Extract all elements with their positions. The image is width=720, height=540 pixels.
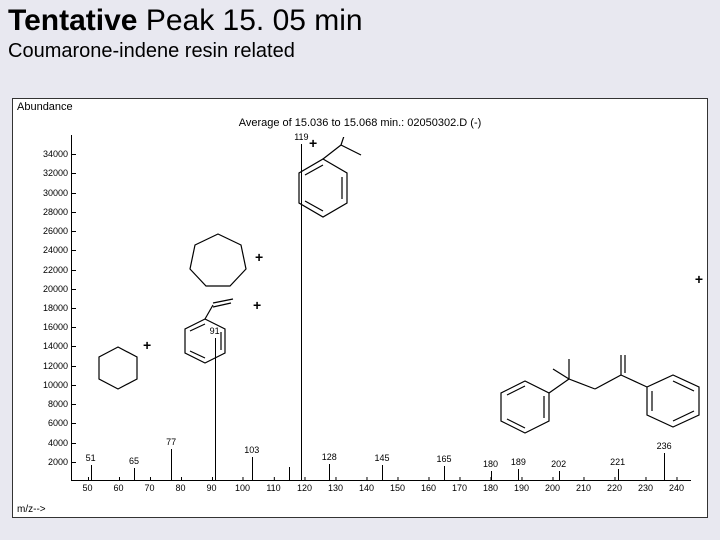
y-tick: 12000 bbox=[43, 361, 72, 371]
x-tick: 180 bbox=[483, 480, 498, 493]
spectrum-bar bbox=[559, 471, 560, 480]
styrene-structure bbox=[183, 297, 255, 385]
plus-mark: + bbox=[255, 249, 263, 265]
x-tick: 240 bbox=[669, 480, 684, 493]
spectrum-bar bbox=[444, 466, 445, 480]
y-tick: 4000 bbox=[48, 438, 72, 448]
x-tick: 220 bbox=[607, 480, 622, 493]
y-tick: 34000 bbox=[43, 149, 72, 159]
chart-title: Average of 15.036 to 15.068 min.: 020503… bbox=[239, 117, 482, 129]
x-tick: 110 bbox=[266, 480, 280, 493]
x-tick: 70 bbox=[144, 480, 154, 493]
spectrum-bar bbox=[491, 471, 492, 480]
plus-mark: + bbox=[695, 271, 703, 287]
spectrum-bar bbox=[329, 464, 330, 480]
y-tick: 8000 bbox=[48, 399, 72, 409]
y-tick: 24000 bbox=[43, 245, 72, 255]
spectrum-bar bbox=[134, 468, 135, 480]
spectrum-bar bbox=[91, 465, 92, 480]
spectrum-bar bbox=[252, 457, 253, 480]
mass-spectrum-chart: Abundance Average of 15.036 to 15.068 mi… bbox=[12, 98, 708, 518]
x-tick: 160 bbox=[421, 480, 436, 493]
y-tick: 14000 bbox=[43, 341, 72, 351]
x-tick: 80 bbox=[175, 480, 185, 493]
peak-label: 145 bbox=[374, 453, 389, 463]
x-tick: 90 bbox=[206, 480, 216, 493]
y-tick: 28000 bbox=[43, 207, 72, 217]
isopropylbenzene-structure bbox=[289, 137, 373, 247]
title-rest: Peak 15. 05 min bbox=[137, 4, 362, 37]
spectrum-bar bbox=[382, 465, 383, 480]
y-tick: 18000 bbox=[43, 303, 72, 313]
x-tick: 190 bbox=[514, 480, 529, 493]
page-title: Tentative Peak 15. 05 min bbox=[8, 4, 712, 38]
diphenyl-structure bbox=[495, 321, 709, 471]
x-tick: 170 bbox=[452, 480, 467, 493]
peak-label: 165 bbox=[436, 454, 451, 464]
spectrum-bar bbox=[289, 467, 290, 480]
y-tick: 10000 bbox=[43, 380, 72, 390]
spectrum-bar bbox=[618, 469, 619, 480]
plus-mark: + bbox=[143, 337, 151, 353]
y-tick: 22000 bbox=[43, 265, 72, 275]
y-axis-label: Abundance bbox=[17, 101, 73, 113]
x-tick: 210 bbox=[576, 480, 591, 493]
y-tick: 20000 bbox=[43, 284, 72, 294]
x-tick: 120 bbox=[297, 480, 312, 493]
x-tick: 140 bbox=[359, 480, 374, 493]
cyclohexane-structure bbox=[93, 343, 143, 393]
peak-label: 103 bbox=[244, 445, 259, 455]
x-axis-label: m/z--> bbox=[17, 504, 46, 515]
peak-label: 128 bbox=[322, 452, 337, 462]
spectrum-bar bbox=[171, 449, 172, 480]
peak-label: 77 bbox=[166, 437, 176, 447]
x-tick: 150 bbox=[390, 480, 405, 493]
x-tick: 200 bbox=[545, 480, 560, 493]
y-tick: 26000 bbox=[43, 226, 72, 236]
y-tick: 2000 bbox=[48, 457, 72, 467]
x-tick: 50 bbox=[82, 480, 92, 493]
y-tick: 32000 bbox=[43, 168, 72, 178]
peak-label: 51 bbox=[86, 453, 96, 463]
title-bold: Tentative bbox=[8, 4, 137, 37]
page-subtitle: Coumarone-indene resin related bbox=[8, 40, 712, 63]
peak-label: 65 bbox=[129, 456, 139, 466]
x-tick: 100 bbox=[235, 480, 250, 493]
x-tick: 130 bbox=[328, 480, 343, 493]
x-tick: 60 bbox=[113, 480, 123, 493]
x-tick: 230 bbox=[638, 480, 653, 493]
y-tick: 6000 bbox=[48, 418, 72, 428]
y-tick: 30000 bbox=[43, 188, 72, 198]
spectrum-bar bbox=[518, 469, 519, 480]
cycloheptane-structure bbox=[185, 229, 251, 291]
y-tick: 16000 bbox=[43, 322, 72, 332]
